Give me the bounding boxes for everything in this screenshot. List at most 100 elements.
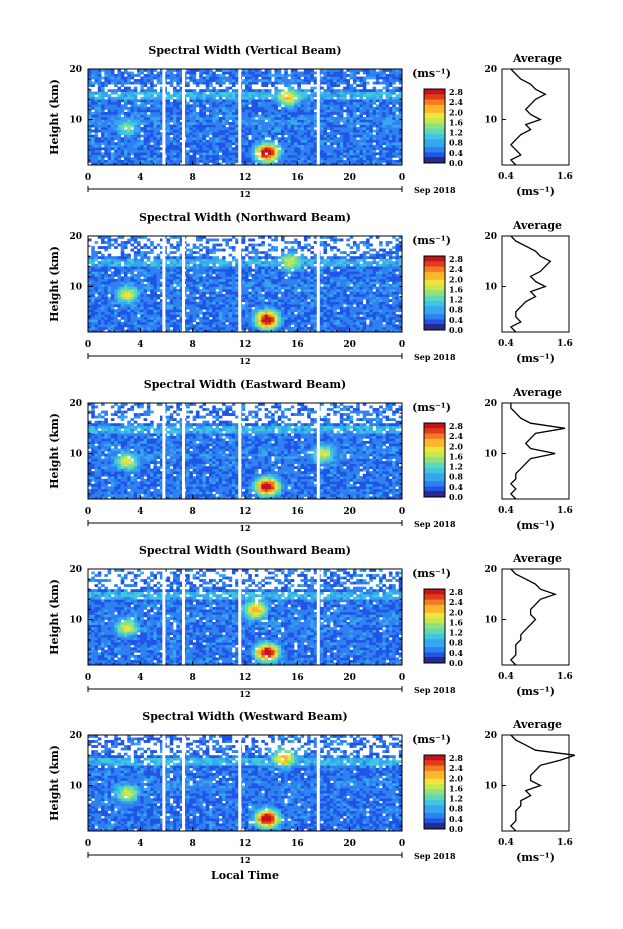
colorbar-segment <box>424 612 445 616</box>
colorbar-tick-label: 1.6 <box>449 284 463 294</box>
x-tick-label: 12 <box>239 673 252 683</box>
average-x-tick-label: 0.4 <box>498 838 514 848</box>
colorbar-segment <box>424 266 445 270</box>
panel-2: Spectral Width (Northward Beam) 10 20 Heigh… <box>48 211 573 366</box>
colorbar-segment <box>424 133 445 137</box>
colorbar-segment <box>424 655 445 659</box>
x-tick-label: 16 <box>291 839 304 849</box>
colorbar-segment <box>424 155 445 159</box>
colorbar-segment <box>424 475 445 479</box>
colorbar-segment <box>424 107 445 111</box>
average-panel: Average 10 20 0.4 1.6(ms⁻¹) <box>484 386 572 532</box>
average-x-tick-label: 1.6 <box>557 339 573 349</box>
colorbar-tick-label: 0.4 <box>449 814 463 824</box>
colorbar-frame <box>423 588 446 664</box>
x-tick-label: 8 <box>190 173 196 183</box>
average-x-tick-label: 1.6 <box>557 172 573 182</box>
colorbar-segment <box>424 324 445 330</box>
data-gap <box>162 569 166 665</box>
average-x-tick-label: 0.4 <box>498 339 514 349</box>
y-axis-label: Height (km) <box>48 246 61 322</box>
colorbar-segment <box>424 277 445 281</box>
colorbar-segment <box>424 770 445 774</box>
colorbar-segment <box>424 110 445 114</box>
colorbar-segment <box>424 258 445 262</box>
data-gap <box>162 403 166 499</box>
colorbar-segment <box>424 470 445 474</box>
average-profile-line <box>509 734 576 832</box>
colorbar-segment <box>424 776 445 780</box>
colorbar-segment <box>424 271 445 275</box>
data-gap <box>316 236 320 332</box>
colorbar-tick-label: 0.0 <box>449 158 463 168</box>
colorbar-tick-label: 2.4 <box>449 431 463 441</box>
panel-title: Spectral Width (Eastward Beam) <box>144 378 346 391</box>
date-marker: 12 <box>239 689 250 699</box>
colorbar-segment <box>424 144 445 148</box>
average-profile-line <box>509 68 547 166</box>
colorbar-segment <box>424 452 445 456</box>
data-gap <box>238 403 242 499</box>
x-tick-label: 0 <box>85 173 91 183</box>
x-tick-label: 0 <box>85 507 91 517</box>
average-x-label: (ms⁻¹) <box>516 352 555 365</box>
colorbar-segment <box>424 123 445 127</box>
colorbar-segment <box>424 293 445 297</box>
average-x-label: (ms⁻¹) <box>516 519 555 532</box>
data-gap <box>316 69 320 165</box>
colorbar-segment <box>424 298 445 302</box>
colorbar-segment <box>424 104 445 108</box>
colorbar-tick-label: 2.4 <box>449 597 463 607</box>
colorbar-segment <box>424 303 445 307</box>
heatmap-cells <box>88 236 403 333</box>
average-profile-line <box>509 568 558 666</box>
colorbar-tick-label: 2.0 <box>449 773 463 783</box>
colorbar-segment <box>424 290 445 294</box>
colorbar-tick-label: 1.6 <box>449 617 463 627</box>
y-tick-label: 10 <box>69 450 82 460</box>
colorbar-segment <box>424 762 445 766</box>
heatmap-cells <box>88 735 403 832</box>
colorbar-segment <box>424 322 445 326</box>
colorbar-segment <box>424 120 445 124</box>
colorbar-segment <box>424 436 445 440</box>
colorbar-segment <box>424 631 445 635</box>
colorbar-tick-label: 1.6 <box>449 451 463 461</box>
colorbar-segment <box>424 596 445 600</box>
average-frame <box>501 402 570 500</box>
data-gap <box>182 569 186 665</box>
average-y-tick-label: 10 <box>484 283 497 293</box>
colorbar-segment <box>424 306 445 310</box>
x-tick-label: 0 <box>85 673 91 683</box>
data-gap <box>238 69 242 165</box>
colorbar-segment <box>424 620 445 624</box>
colorbar-tick-label: 0.8 <box>449 472 463 482</box>
colorbar-segment <box>424 478 445 482</box>
average-title: Average <box>512 552 562 565</box>
colorbar-tick-label: 0.0 <box>449 658 463 668</box>
colorbar-tick-label: 1.6 <box>449 783 463 793</box>
x-tick-label: 4 <box>137 507 143 517</box>
colorbar-segment <box>424 308 445 312</box>
colorbar-tick-label: 0.8 <box>449 638 463 648</box>
colorbar-unit: (ms⁻¹) <box>412 401 451 414</box>
colorbar-segment <box>424 428 445 432</box>
panel-5: Spectral Width (Westward Beam) 10 20 Height… <box>48 710 576 865</box>
x-tick-label: 8 <box>190 340 196 350</box>
colorbar-segment <box>424 768 445 772</box>
x-tick-label: 20 <box>343 340 356 350</box>
colorbar-segment <box>424 287 445 291</box>
average-x-label: (ms⁻¹) <box>516 851 555 864</box>
colorbar-segment <box>424 465 445 469</box>
colorbar-segment <box>424 96 445 100</box>
colorbar-segment <box>424 636 445 640</box>
colorbar-segment <box>424 489 445 493</box>
x-tick-label: 20 <box>343 839 356 849</box>
average-frame <box>501 68 570 166</box>
colorbar-segment <box>424 147 445 151</box>
colorbar-segment <box>424 802 445 806</box>
colorbar-segment <box>424 591 445 595</box>
colorbar-segment <box>424 89 445 93</box>
x-tick-label: 0 <box>399 507 405 517</box>
